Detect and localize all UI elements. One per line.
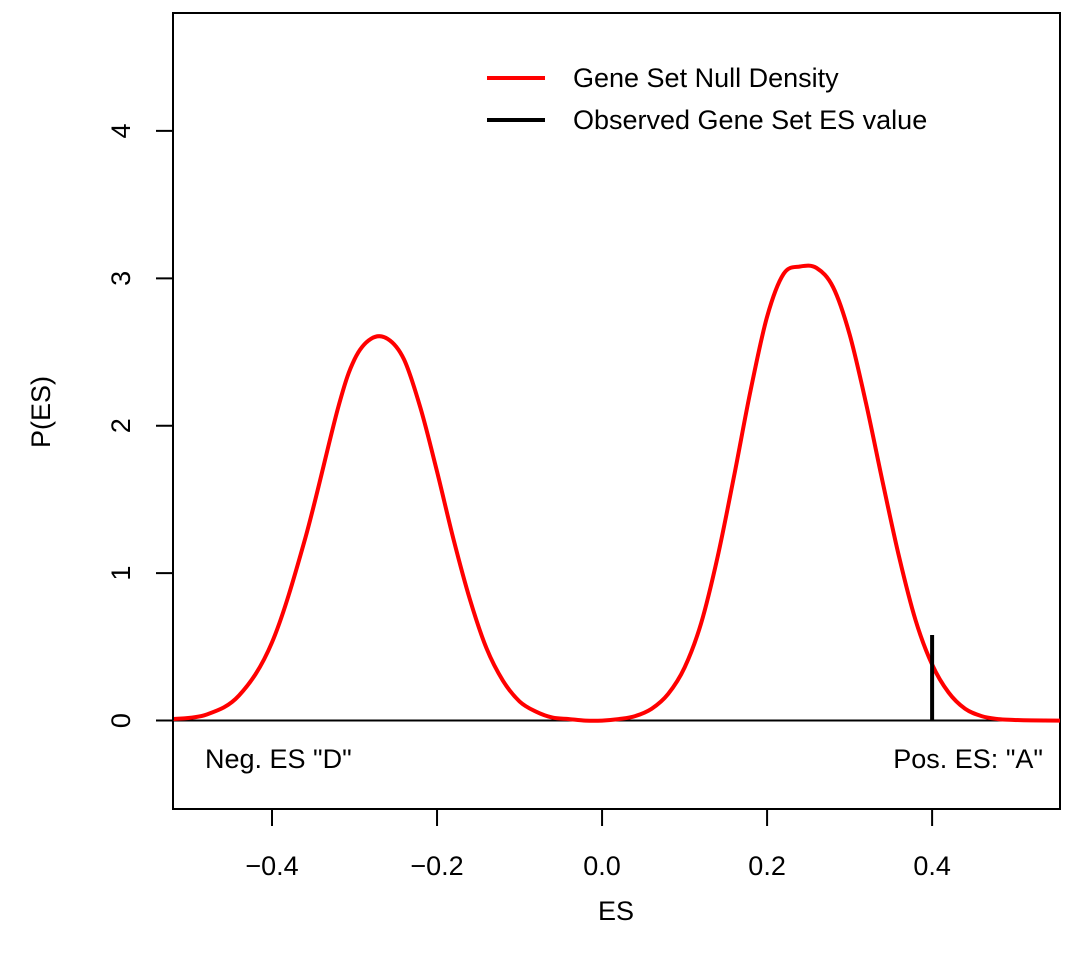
y-tick-label: 0 bbox=[106, 713, 136, 728]
plot-area bbox=[172, 263, 1061, 723]
y-tick-label: 3 bbox=[106, 271, 136, 286]
legend: Gene Set Null Density Observed Gene Set … bbox=[487, 63, 927, 135]
legend-label-null-density: Gene Set Null Density bbox=[573, 63, 839, 93]
x-axis-title: ES bbox=[598, 896, 634, 926]
x-tick-label: 0.2 bbox=[748, 851, 786, 881]
annotation-positive-es: Pos. ES: "A" bbox=[893, 744, 1043, 774]
x-tick-label: −0.2 bbox=[410, 851, 463, 881]
y-axis: 0 1 2 3 4 bbox=[106, 123, 174, 728]
annotation-negative-es: Neg. ES "D" bbox=[205, 744, 352, 774]
y-tick-label: 4 bbox=[106, 123, 136, 138]
y-tick-label: 1 bbox=[106, 566, 136, 581]
series-null-density-line bbox=[172, 263, 1061, 723]
legend-label-observed-es: Observed Gene Set ES value bbox=[573, 105, 927, 135]
x-tick-label: 0.0 bbox=[583, 851, 621, 881]
x-tick-label: 0.4 bbox=[913, 851, 951, 881]
y-axis-title: P(ES) bbox=[26, 376, 56, 448]
y-tick-label: 2 bbox=[106, 418, 136, 433]
x-tick-label: −0.4 bbox=[245, 851, 298, 881]
x-axis: −0.4 −0.2 0.0 0.2 0.4 bbox=[245, 808, 951, 881]
